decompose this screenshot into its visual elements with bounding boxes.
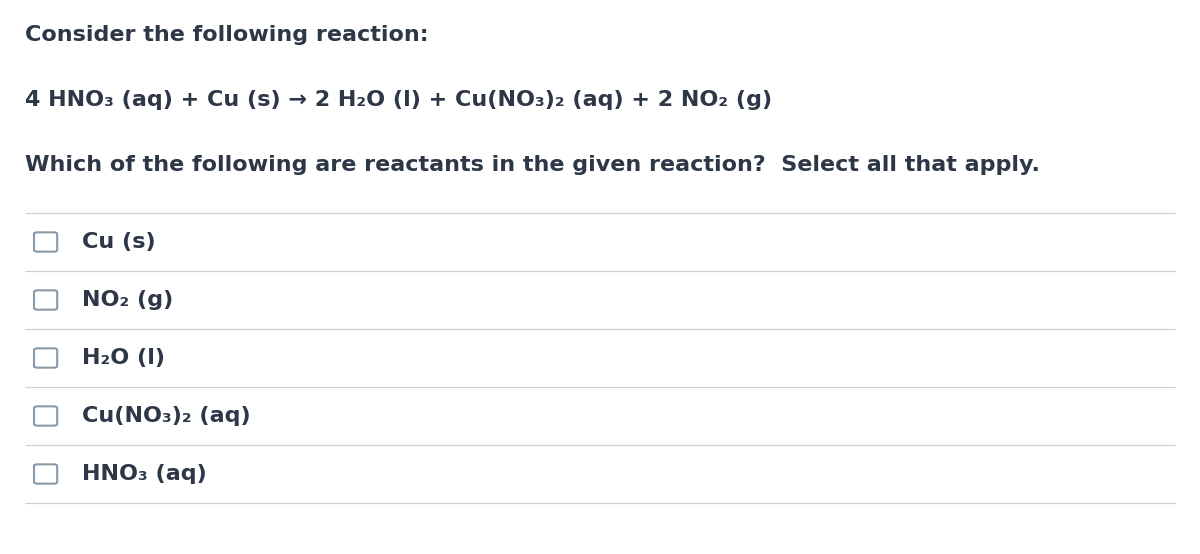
Text: NO₂ (g): NO₂ (g) xyxy=(82,290,173,310)
Text: Cu(NO₃)₂ (aq): Cu(NO₃)₂ (aq) xyxy=(82,406,251,426)
FancyBboxPatch shape xyxy=(34,464,58,484)
FancyBboxPatch shape xyxy=(34,232,58,252)
Text: Consider the following reaction:: Consider the following reaction: xyxy=(25,25,428,45)
Text: Cu (s): Cu (s) xyxy=(82,232,155,252)
Text: HNO₃ (aq): HNO₃ (aq) xyxy=(82,464,206,484)
FancyBboxPatch shape xyxy=(34,290,58,310)
Text: 4 HNO₃ (aq) + Cu (s) → 2 H₂O (l) + Cu(NO₃)₂ (aq) + 2 NO₂ (g): 4 HNO₃ (aq) + Cu (s) → 2 H₂O (l) + Cu(NO… xyxy=(25,90,772,110)
Text: Which of the following are reactants in the given reaction?  Select all that app: Which of the following are reactants in … xyxy=(25,155,1040,175)
Text: H₂O (l): H₂O (l) xyxy=(82,348,164,368)
FancyBboxPatch shape xyxy=(34,406,58,425)
FancyBboxPatch shape xyxy=(34,348,58,368)
